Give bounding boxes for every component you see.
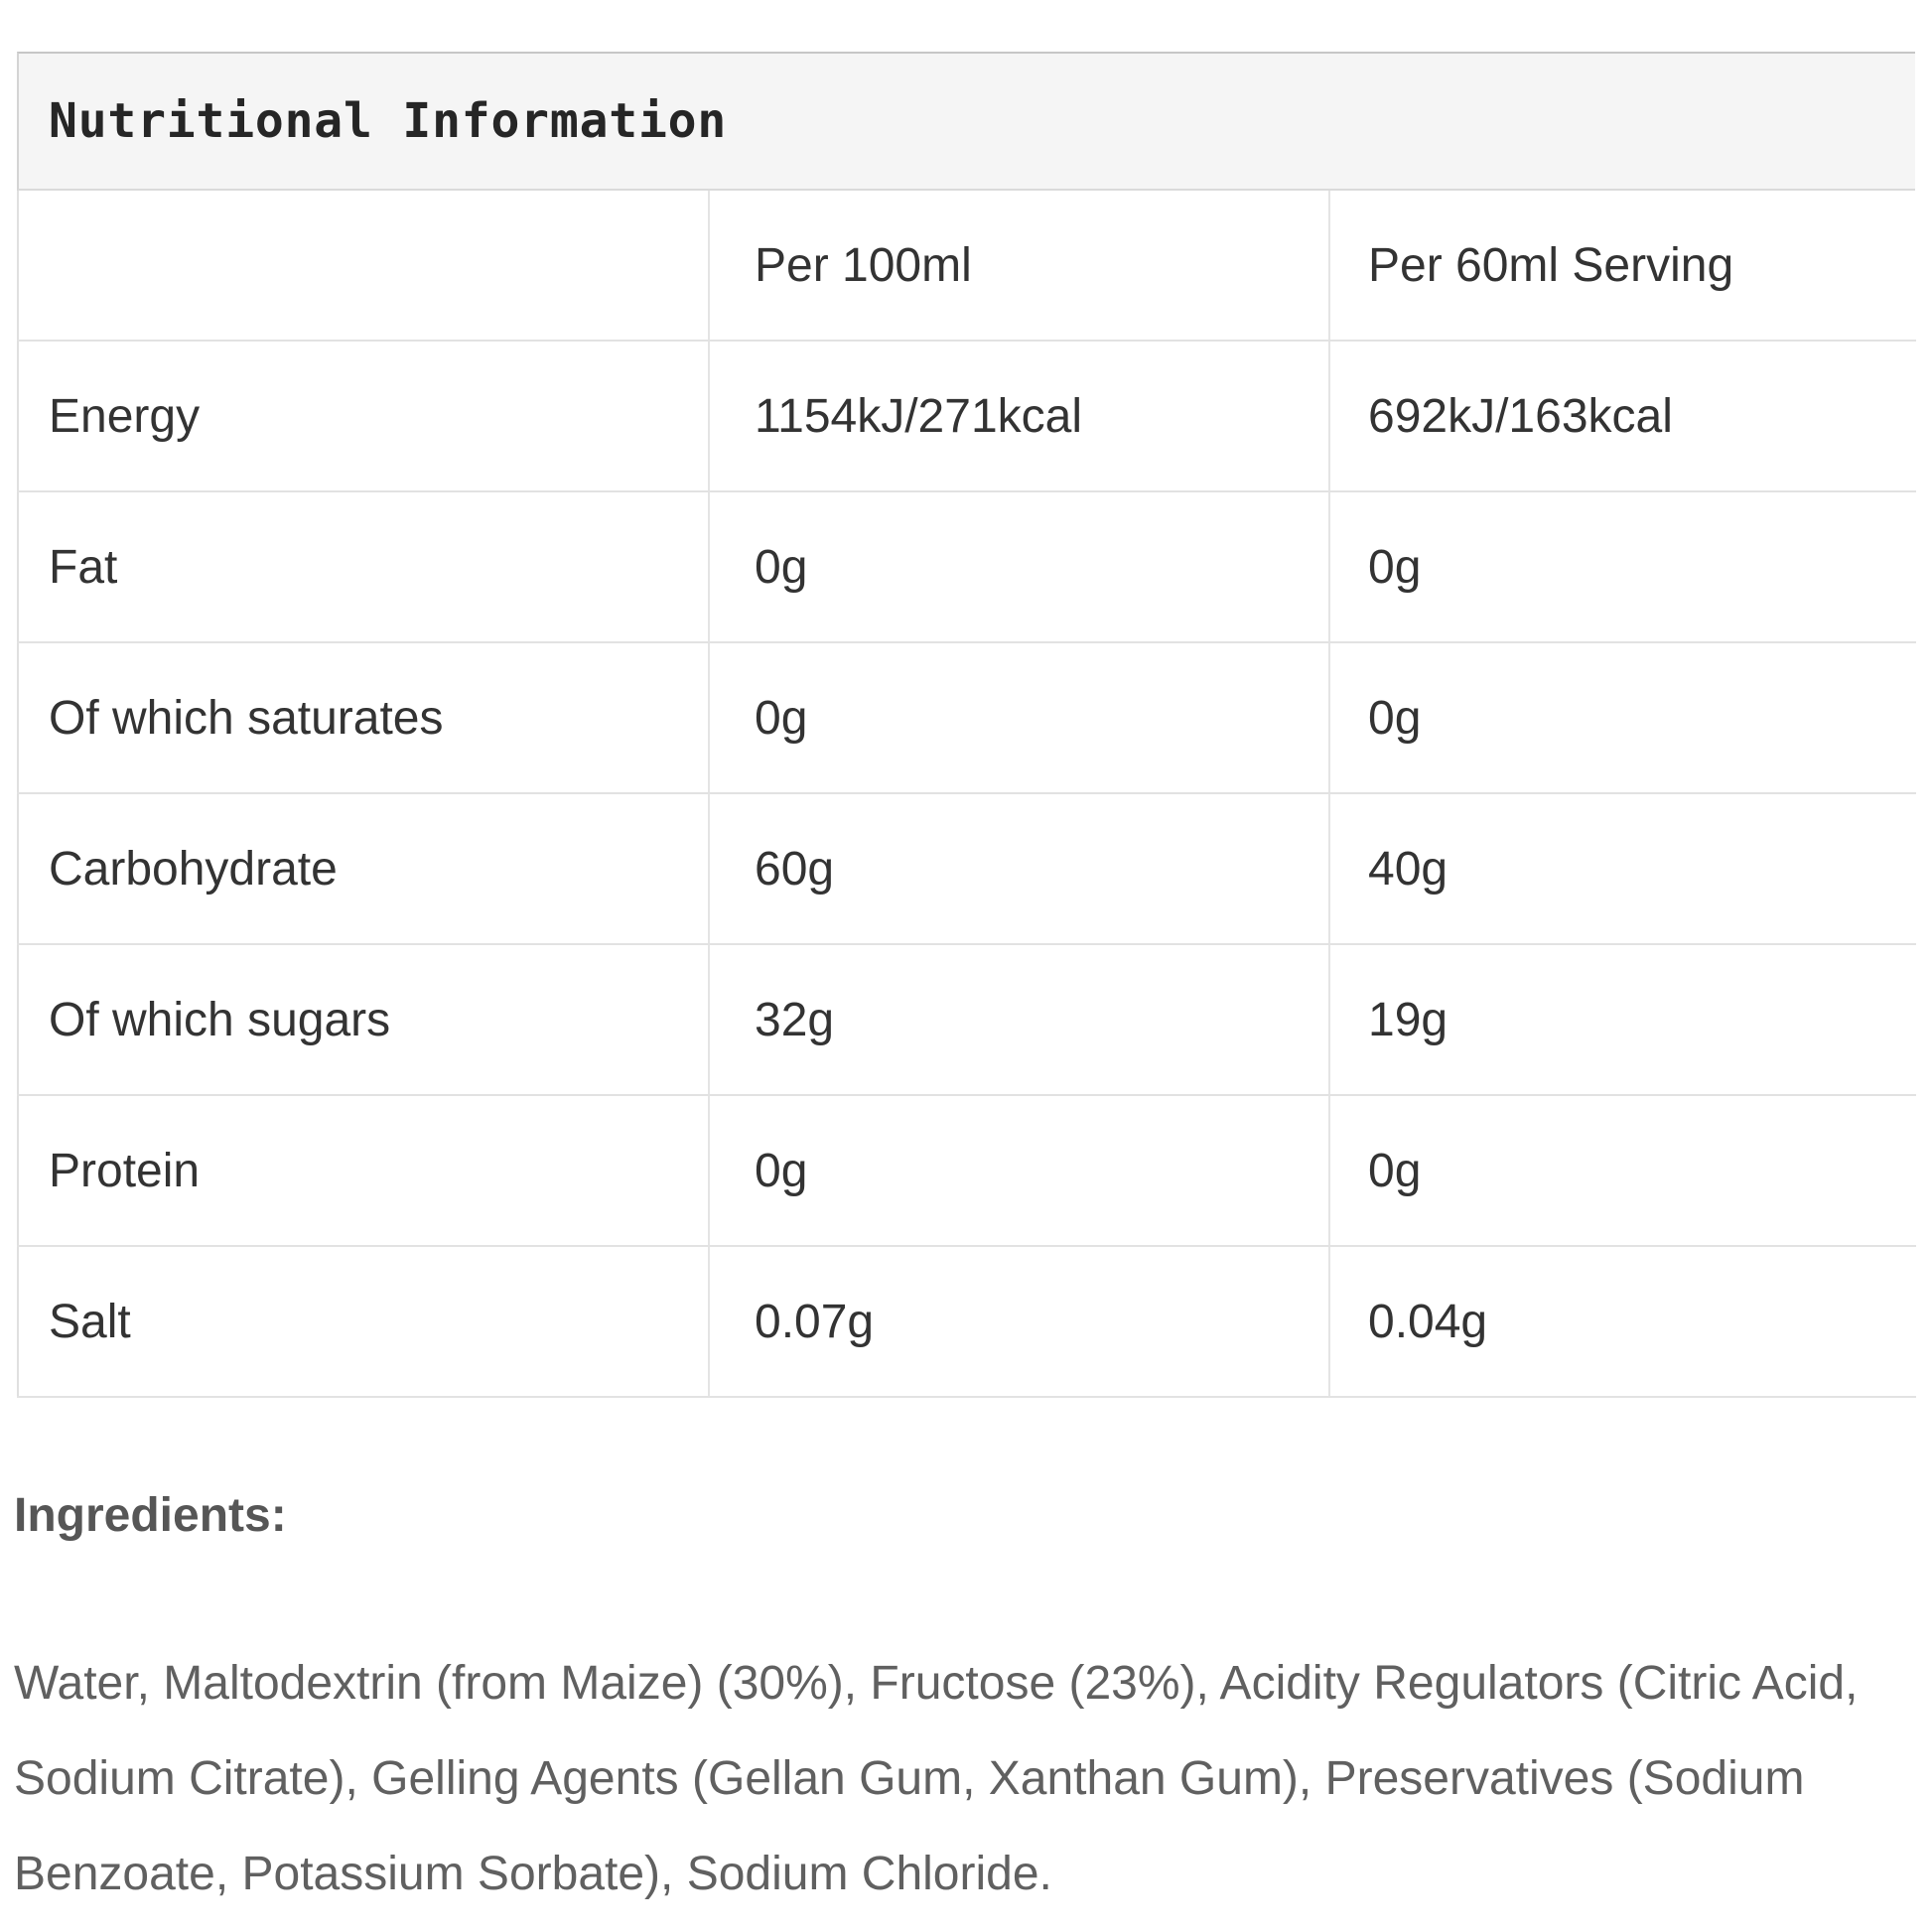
nutrient-label: Carbohydrate (18, 793, 709, 945)
table-row-fat: Fat 0g 0g (18, 491, 1916, 643)
ingredients-section: Ingredients: Water, Maltodextrin (from M… (14, 1487, 1916, 1922)
table-row-energy: Energy 1154kJ/271kcal 692kJ/163kcal (18, 341, 1916, 492)
nutrient-label: Fat (18, 491, 709, 643)
ingredients-text: Water, Maltodextrin (from Maize) (30%), … (14, 1657, 1859, 1900)
nutrient-label: Salt (18, 1246, 709, 1398)
nutrient-per-serving: 0g (1328, 491, 1916, 643)
nutrient-per-100ml: 0g (708, 642, 1329, 794)
column-header-per-serving: Per 60ml Serving (1328, 191, 1916, 342)
nutrition-table: Per 100ml Per 60ml Serving Energy 1154kJ… (17, 191, 1916, 1398)
panel-title-bar: Nutritional Information (17, 52, 1915, 191)
nutrient-label: Of which saturates (18, 642, 709, 794)
panel-title: Nutritional Information (49, 93, 728, 149)
table-row-salt: Salt 0.07g 0.04g (18, 1246, 1916, 1398)
nutrient-per-100ml: 0g (708, 1095, 1329, 1247)
table-row-carbohydrate: Carbohydrate 60g 40g (18, 793, 1916, 945)
nutrient-per-100ml: 1154kJ/271kcal (708, 341, 1329, 492)
nutrient-per-serving: 0g (1328, 1095, 1916, 1247)
table-row-saturates: Of which saturates 0g 0g (18, 642, 1916, 794)
nutrient-per-100ml: 0.07g (708, 1246, 1329, 1398)
nutrient-per-serving: 0g (1328, 642, 1916, 794)
nutrient-label: Energy (18, 341, 709, 492)
nutrient-per-serving: 19g (1328, 944, 1916, 1096)
table-header-row: Per 100ml Per 60ml Serving (18, 191, 1916, 342)
nutrient-per-serving: 0.04g (1328, 1246, 1916, 1398)
nutrient-per-100ml: 60g (708, 793, 1329, 945)
nutrient-label: Of which sugars (18, 944, 709, 1096)
table-row-sugars: Of which sugars 32g 19g (18, 944, 1916, 1096)
nutrient-per-100ml: 0g (708, 491, 1329, 643)
table-row-protein: Protein 0g 0g (18, 1095, 1916, 1247)
ingredients-heading: Ingredients: (14, 1489, 287, 1542)
nutrient-label: Protein (18, 1095, 709, 1247)
column-header-per-100ml: Per 100ml (708, 191, 1329, 342)
nutrition-panel: Nutritional Information Per 100ml Per 60… (17, 52, 1916, 1398)
nutrient-per-100ml: 32g (708, 944, 1329, 1096)
nutrient-per-serving: 692kJ/163kcal (1328, 341, 1916, 492)
column-header-empty (18, 191, 709, 342)
nutrient-per-serving: 40g (1328, 793, 1916, 945)
